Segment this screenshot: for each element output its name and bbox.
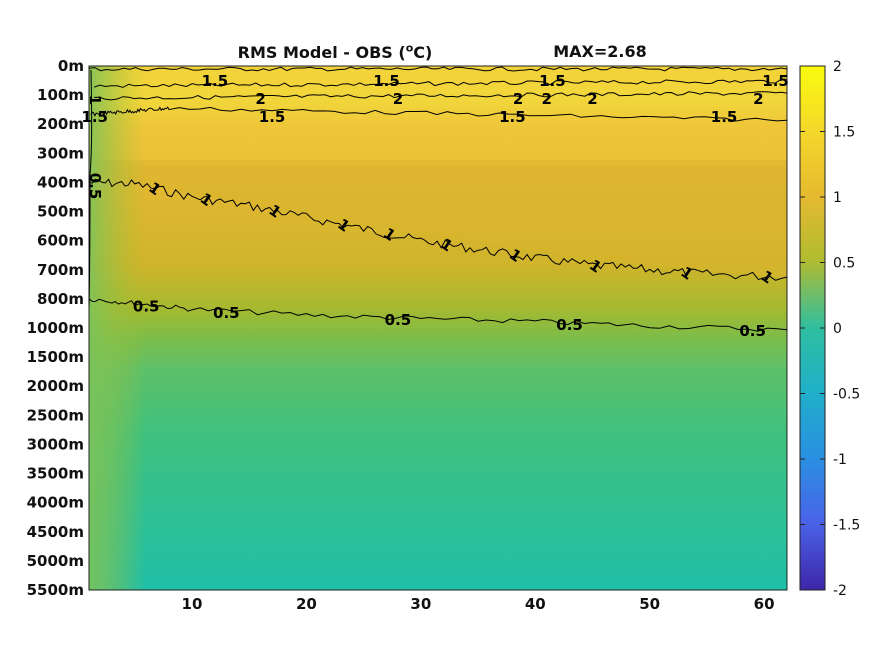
contour-left-edge — [88, 69, 93, 306]
contour-label: 1.5 — [259, 108, 286, 126]
x-tick-label: 30 — [410, 595, 431, 613]
y-tick-label: 2500m — [27, 406, 84, 424]
y-tick-label: 700m — [37, 261, 84, 279]
contour-label: 0.5 — [385, 311, 412, 329]
contour-label: 2 — [255, 90, 265, 108]
colorbar-tick-label: -0.5 — [833, 387, 860, 403]
y-tick-label: 100m — [37, 86, 84, 104]
y-tick-label: 2000m — [27, 377, 84, 395]
contour-1 — [88, 178, 788, 281]
colorbar-tick-label: 0.5 — [833, 256, 855, 272]
contour-label: 2 — [513, 90, 523, 108]
colorbar-tick-labels: 2 1.5 1 0.5 0 -0.5 -1 -1.5 -2 — [800, 59, 860, 599]
contour-1.5-200m — [90, 106, 788, 122]
y-tick-label: 3000m — [27, 435, 84, 453]
y-tick-label: 4500m — [27, 523, 84, 541]
x-tick-label: 40 — [525, 595, 546, 613]
chart-title-text: RMS Model - OBS (oC) — [237, 42, 433, 63]
left-edge-fade — [89, 66, 787, 590]
y-axis-labels: 0m 100m 200m 300m 400m 500m 600m 700m 800m 1000m 1… — [27, 57, 84, 599]
contour-label: 1.5 — [373, 72, 400, 90]
y-tick-label: 400m — [37, 173, 84, 191]
contour-label: 0.5 — [213, 304, 240, 322]
y-tick-label: 800m — [37, 290, 84, 308]
x-tick-label: 50 — [639, 595, 660, 613]
y-tick-label: 1000m — [27, 319, 84, 337]
x-tick-label: 20 — [296, 595, 317, 613]
contour-label: 0.5 — [86, 173, 104, 200]
contour-label: 1.5 — [202, 72, 229, 90]
contour-1.5-top — [88, 66, 788, 72]
plot-border — [88, 65, 788, 591]
contour-label: 1.5 — [762, 72, 789, 90]
contour-label: 0.5 — [739, 322, 766, 340]
y-tick-label: 200m — [37, 115, 84, 133]
contour-label: 2 — [587, 90, 597, 108]
contour-label: 0.5 — [556, 316, 583, 334]
contour-2-upper — [93, 78, 788, 88]
contour-label: 2 — [541, 90, 551, 108]
colorbar-tick-label: -1 — [833, 452, 847, 468]
y-tick-label: 500m — [37, 203, 84, 221]
y-tick-label: 3500m — [27, 465, 84, 483]
colorbar: 2 1.5 1 0.5 0 -0.5 -1 -1.5 -2 — [799, 59, 860, 599]
colorbar-tick-label: 1 — [833, 190, 842, 206]
x-axis-labels: 10 20 30 40 50 60 — [182, 595, 775, 613]
contour-label: 1 — [86, 95, 104, 105]
chart-max-label: MAX=2.68 — [553, 42, 647, 61]
colorbar-tick-label: -1.5 — [833, 518, 860, 534]
contour-lines — [88, 66, 788, 332]
contour-label: 2 — [393, 90, 403, 108]
colorbar-tick-label: 1.5 — [833, 125, 855, 141]
y-tick-label: 5000m — [27, 552, 84, 570]
contour-0.5 — [88, 298, 788, 332]
y-tick-label: 5500m — [27, 581, 84, 599]
contour-label: 1.5 — [81, 108, 108, 126]
contour-label: 1.5 — [499, 108, 526, 126]
contour-2-lower — [93, 91, 788, 101]
y-tick-label: 1500m — [27, 348, 84, 366]
colorbar-tick-label: 0 — [833, 321, 842, 337]
y-tick-label: 4000m — [27, 494, 84, 512]
y-tick-label: 0m — [58, 57, 84, 75]
contour-label: 1.5 — [711, 108, 738, 126]
x-tick-label: 60 — [754, 595, 775, 613]
contour-label: 0.5 — [133, 297, 160, 315]
y-tick-label: 300m — [37, 144, 84, 162]
y-tick-label: 600m — [37, 232, 84, 250]
chart-title: RMS Model - OBS (oC) — [200, 42, 470, 62]
colorbar-tick-label: 2 — [833, 59, 842, 75]
contour-label: 1.5 — [539, 72, 566, 90]
x-tick-label: 10 — [182, 595, 203, 613]
colorbar-tick-label: -2 — [833, 583, 847, 599]
contour-label: 2 — [753, 90, 763, 108]
